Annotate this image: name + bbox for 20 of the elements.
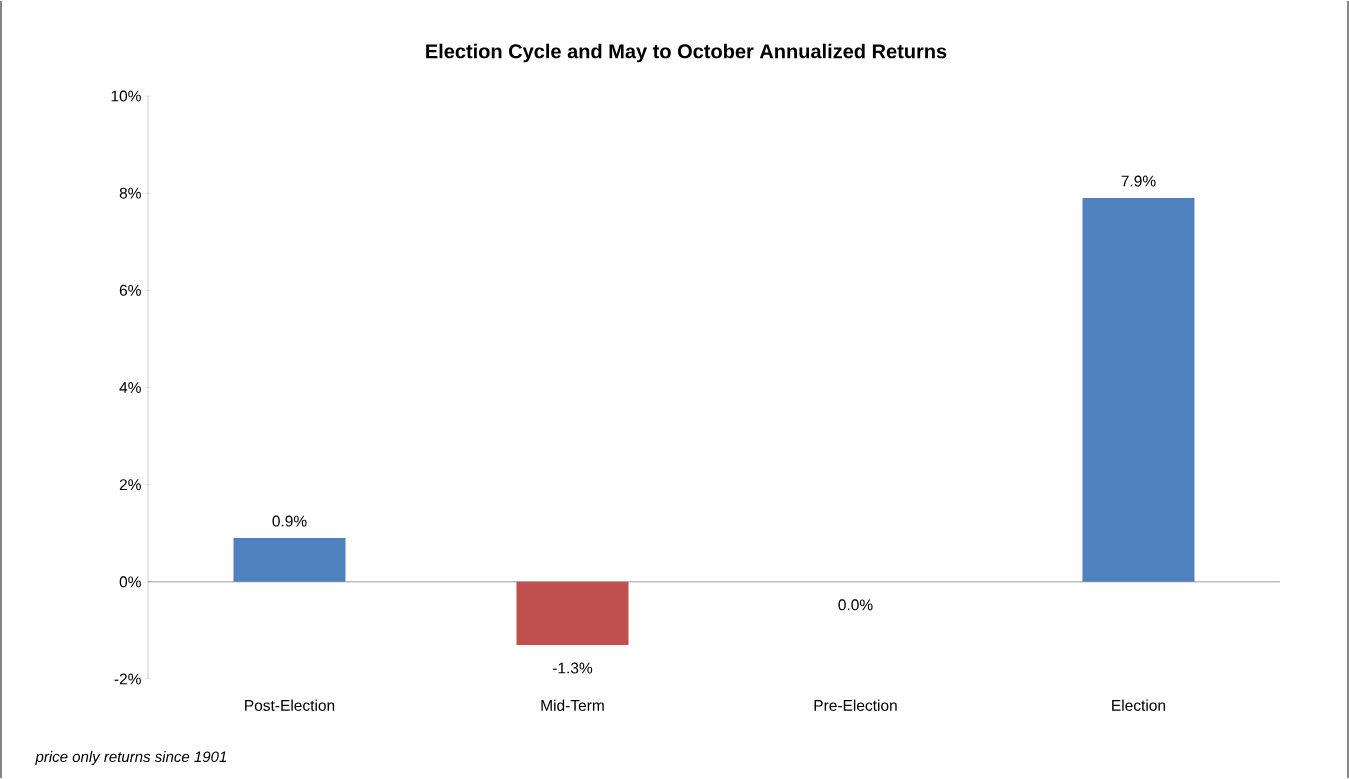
chart-title: Election Cycle and May to October Annualized Returns bbox=[426, 43, 947, 63]
bar bbox=[233, 538, 346, 582]
bar bbox=[1082, 198, 1195, 582]
y-tick-label: 0% bbox=[119, 576, 141, 588]
y-tick-label: 8% bbox=[119, 187, 141, 199]
data-label: 0.9% bbox=[272, 515, 307, 527]
x-tick-label: Mid-Term bbox=[541, 699, 604, 711]
text: price only returns since 1901 bbox=[35, 751, 226, 765]
y-tick-label: 2% bbox=[119, 479, 141, 491]
y-tick-label: 4% bbox=[119, 382, 141, 393]
x-tick-label: Election bbox=[1112, 699, 1166, 711]
x-tick-label: Post-Election bbox=[245, 699, 335, 711]
y-tick-label: 10% bbox=[111, 90, 141, 102]
x-tick-label: Pre-Election bbox=[814, 699, 897, 711]
data-label: 7.9% bbox=[1121, 175, 1156, 187]
y-tick-label: 6% bbox=[119, 284, 141, 296]
bar bbox=[516, 581, 629, 645]
y-tick-label: -2% bbox=[114, 673, 141, 685]
data-label: 0.0% bbox=[838, 599, 873, 611]
data-label: -1.3% bbox=[552, 662, 593, 674]
